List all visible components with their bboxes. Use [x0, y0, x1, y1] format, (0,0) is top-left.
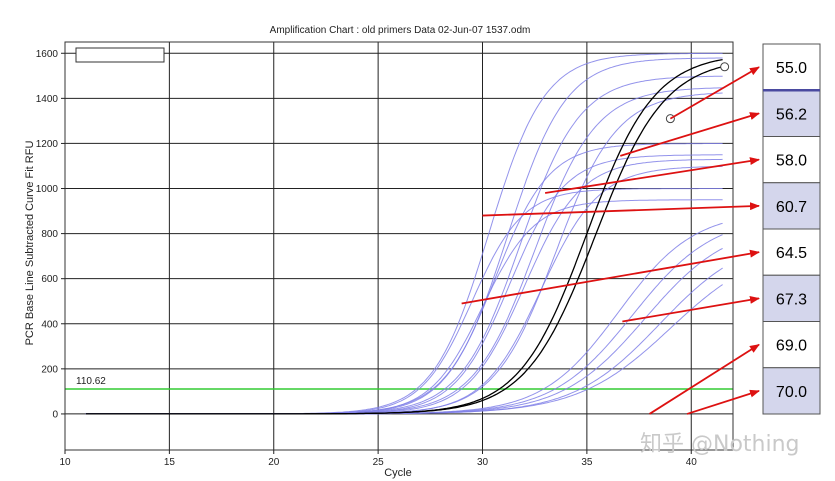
amplification-curve: [85, 75, 723, 415]
amplification-curve: [85, 234, 723, 415]
plot-frame: [64, 41, 734, 451]
amplification-curve: [85, 57, 723, 415]
amplification-curve: [85, 165, 723, 415]
temperature-label: 58.0: [776, 153, 807, 170]
x-axis-title: Cycle: [384, 467, 412, 479]
temperature-label: 64.5: [776, 245, 807, 262]
x-tick-label: 25: [373, 457, 385, 468]
amplification-curve: [85, 267, 723, 415]
y-axis-ticks: 0 200 400 600 800 1000 1200 1400 1600: [36, 49, 65, 420]
annotation-arrow: [622, 295, 760, 323]
y-tick-label: 1200: [36, 139, 59, 150]
temperature-label: 67.3: [776, 291, 807, 308]
temperature-cell: [762, 274, 821, 322]
y-tick-label: 200: [41, 364, 58, 375]
temperature-cell: [762, 43, 821, 91]
annotation-arrow: [686, 389, 760, 415]
annotation-arrow: [649, 343, 760, 415]
y-tick-label: 1400: [36, 94, 59, 105]
annotation-arrow: [482, 202, 760, 217]
y-tick-label: 1000: [36, 184, 59, 195]
annotation-arrow: [620, 112, 760, 157]
watermark: 知乎 @Nothing: [640, 432, 800, 457]
x-tick-label: 40: [686, 457, 698, 468]
annotation-arrows: [461, 66, 760, 415]
amplification-curve: [85, 158, 723, 415]
temperature-cell: [762, 367, 821, 415]
amplification-curve: [85, 154, 723, 415]
grid-lines: [65, 42, 733, 450]
temperature-label: 69.0: [776, 338, 807, 355]
x-tick-label: 10: [59, 457, 71, 468]
temperature-label: 70.0: [776, 384, 807, 401]
annotation-arrow: [461, 249, 760, 305]
temperature-label: 55.0: [776, 60, 807, 77]
amplification-curve: [85, 284, 723, 415]
temperature-cell: [762, 228, 821, 276]
temperature-label: 56.2: [776, 106, 807, 123]
highlighted-curve: [85, 66, 723, 415]
temperature-column: 55.0 56.2 58.0 60.7 64.5 67.3 69.0 70.0: [762, 43, 821, 415]
y-axis-title: PCR Base Line Subtracted Curve Fit RFU: [24, 141, 36, 346]
annotation-arrow: [544, 157, 760, 194]
temperature-label: 60.7: [776, 199, 807, 216]
amplification-curves: [85, 52, 723, 415]
x-axis-ticks: 10 15 20 25 30 35 40: [59, 450, 697, 468]
temperature-cell: [762, 89, 821, 137]
y-tick-label: 800: [41, 229, 58, 240]
amplification-curve: [85, 222, 723, 415]
curve-marker-point: [720, 62, 730, 72]
threshold-label: 110.62: [76, 376, 106, 387]
highlighted-curve: [85, 58, 723, 415]
chart-title: Amplification Chart : old primers Data 0…: [270, 25, 531, 36]
y-tick-label: 600: [41, 274, 58, 285]
x-tick-label: 35: [581, 457, 593, 468]
x-tick-label: 30: [477, 457, 489, 468]
x-tick-label: 15: [164, 457, 176, 468]
amplification-curve: [85, 199, 723, 415]
y-tick-label: 400: [41, 319, 58, 330]
legend-box: [75, 47, 165, 63]
threshold-line-group: 110.62: [65, 376, 733, 390]
y-tick-label: 0: [52, 409, 58, 420]
y-tick-label: 1600: [36, 49, 59, 60]
x-tick-label: 20: [268, 457, 280, 468]
annotation-arrow: [669, 66, 760, 120]
